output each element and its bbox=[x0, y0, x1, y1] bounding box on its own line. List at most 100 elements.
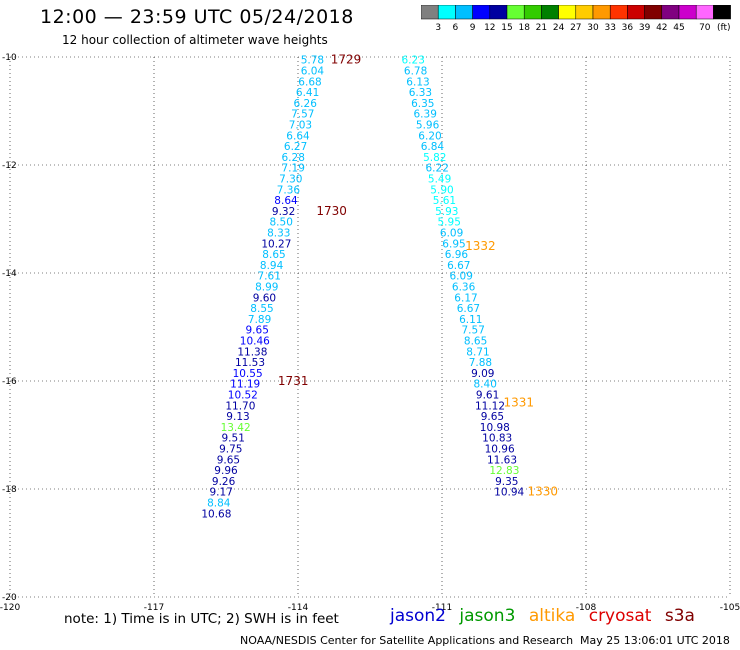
wave-height-value: 5.61 bbox=[433, 195, 456, 207]
sat-label-jason3: jason3 bbox=[459, 606, 516, 626]
wave-height-value: 6.22 bbox=[426, 163, 449, 175]
wave-height-value: 6.64 bbox=[286, 130, 310, 142]
wave-height-value: 6.09 bbox=[450, 271, 473, 283]
wave-height-value: 8.99 bbox=[255, 282, 278, 294]
pass-time-label: 1730 bbox=[316, 204, 347, 218]
page-title: 12:00 — 23:59 UTC 05/24/2018 bbox=[40, 6, 354, 28]
satellite-legend: jason2 jason3 altika cryosat s3a bbox=[390, 606, 703, 626]
wave-height-value: 8.71 bbox=[466, 346, 489, 358]
wave-height-value: 7.89 bbox=[248, 314, 271, 326]
wave-height-value: 7.19 bbox=[282, 163, 305, 175]
pass-time-label: 1330 bbox=[528, 485, 559, 499]
wave-height-value: 6.13 bbox=[406, 76, 429, 88]
wave-height-value: 8.40 bbox=[474, 379, 497, 391]
legend-label: 42 bbox=[656, 23, 667, 33]
footer-credit: NOAA/NESDIS Center for Satellite Applica… bbox=[240, 634, 574, 647]
x-tick-label: -114 bbox=[288, 603, 309, 613]
wave-height-value: 6.36 bbox=[452, 282, 476, 294]
wave-height-value: 10.46 bbox=[240, 336, 270, 348]
wave-height-value: 6.20 bbox=[418, 130, 441, 142]
wave-height-value: 6.33 bbox=[409, 87, 432, 99]
wave-height-value: 6.39 bbox=[414, 109, 437, 121]
wave-height-legend: 3 6 9 12 15 18 21 24 27 30 33 36 39 42 45 70 (ft) bbox=[421, 5, 731, 33]
legend-label: 6 bbox=[453, 23, 459, 33]
wave-height-value: 7.61 bbox=[258, 271, 281, 283]
wave-height-value: 7.03 bbox=[289, 120, 312, 132]
pass-time-label: 1332 bbox=[465, 239, 496, 253]
wave-height-value: 10.27 bbox=[261, 238, 291, 250]
wave-height-value: 6.04 bbox=[301, 66, 325, 78]
wave-height-value: 5.93 bbox=[435, 206, 458, 218]
wave-height-value: 8.50 bbox=[270, 217, 293, 229]
pass-time-label: 1331 bbox=[504, 396, 535, 410]
wave-height-value: 9.26 bbox=[212, 476, 236, 488]
wave-height-value: 6.17 bbox=[454, 292, 477, 304]
wave-height-value: 9.65 bbox=[246, 325, 269, 337]
y-tick-label: -12 bbox=[2, 161, 17, 171]
wave-height-value: 7.36 bbox=[277, 184, 301, 196]
wave-height-value: 11.53 bbox=[235, 357, 265, 369]
wave-height-value: 9.51 bbox=[222, 433, 245, 445]
sat-label-altika: altika bbox=[528, 606, 576, 626]
legend-unit: (ft) bbox=[717, 23, 731, 33]
legend-label: 12 bbox=[484, 23, 495, 33]
wave-height-value: 5.90 bbox=[430, 184, 453, 196]
sat-label-cryosat: cryosat bbox=[588, 606, 652, 626]
legend-label: 24 bbox=[553, 23, 565, 33]
notes-text: note: 1) Time is in UTC; 2) SWH is in fe… bbox=[64, 611, 339, 627]
wave-height-value: 10.83 bbox=[482, 433, 512, 445]
wave-height-value: 10.98 bbox=[480, 422, 510, 434]
legend-label: 45 bbox=[673, 23, 684, 33]
y-tick-label: -20 bbox=[2, 593, 17, 603]
legend-label: 21 bbox=[536, 23, 547, 33]
wave-height-value: 10.68 bbox=[201, 508, 231, 520]
y-tick-label: -18 bbox=[2, 485, 17, 495]
footer-timestamp: May 25 13:06:01 UTC 2018 bbox=[580, 634, 730, 647]
pass-time-label: 1731 bbox=[278, 374, 309, 388]
wave-height-value: 6.96 bbox=[445, 249, 469, 261]
wave-height-value: 10.52 bbox=[228, 390, 258, 402]
wave-height-value: 8.65 bbox=[464, 336, 487, 348]
wave-height-value: 7.30 bbox=[279, 174, 302, 186]
wave-height-value: 9.13 bbox=[226, 411, 249, 423]
wave-height-value: 10.96 bbox=[485, 444, 515, 456]
wave-height-value: 9.61 bbox=[476, 390, 499, 402]
y-tick-label: -10 bbox=[2, 53, 17, 63]
wave-height-value: 9.32 bbox=[272, 206, 295, 218]
page-subtitle: 12 hour collection of altimeter wave hei… bbox=[62, 33, 328, 47]
wave-height-value: 6.95 bbox=[442, 238, 465, 250]
wave-height-value: 6.68 bbox=[298, 76, 321, 88]
wave-height-value: 8.84 bbox=[207, 498, 231, 510]
legend-label: 9 bbox=[470, 23, 476, 33]
legend-label: 30 bbox=[587, 23, 599, 33]
sat-label-s3a: s3a bbox=[664, 606, 695, 626]
wave-height-value: 8.65 bbox=[262, 249, 285, 261]
wave-height-value: 8.64 bbox=[274, 195, 298, 207]
wave-height-value: 10.94 bbox=[494, 487, 524, 499]
x-tick-label: -117 bbox=[144, 603, 164, 613]
wave-height-value: 6.78 bbox=[404, 66, 427, 78]
wave-height-value: 8.33 bbox=[267, 228, 290, 240]
legend-label: 33 bbox=[604, 23, 615, 33]
wave-height-value: 13.42 bbox=[221, 422, 251, 434]
wave-height-value: 5.82 bbox=[423, 152, 446, 164]
legend-swatch bbox=[713, 5, 731, 20]
wave-height-value: 9.09 bbox=[471, 368, 494, 380]
wave-height-value: 6.41 bbox=[296, 87, 319, 99]
x-tick-label: -108 bbox=[576, 603, 597, 613]
legend-label: 15 bbox=[501, 23, 512, 33]
wave-height-value: 12.83 bbox=[489, 465, 519, 477]
wave-height-value: 6.35 bbox=[411, 98, 434, 110]
x-tick-label: -111 bbox=[432, 603, 452, 613]
wave-height-value: 11.70 bbox=[225, 400, 255, 412]
wave-height-value: 5.49 bbox=[428, 174, 451, 186]
wave-height-value: 5.96 bbox=[416, 120, 440, 132]
x-tick-label: -120 bbox=[0, 603, 20, 613]
wave-height-value: 5.95 bbox=[438, 217, 461, 229]
legend-label: 70 bbox=[699, 23, 711, 33]
wave-height-value: 7.57 bbox=[462, 325, 485, 337]
legend-label: 18 bbox=[518, 23, 530, 33]
wave-height-value: 7.88 bbox=[469, 357, 492, 369]
sat-label-jason2: jason2 bbox=[390, 606, 446, 626]
